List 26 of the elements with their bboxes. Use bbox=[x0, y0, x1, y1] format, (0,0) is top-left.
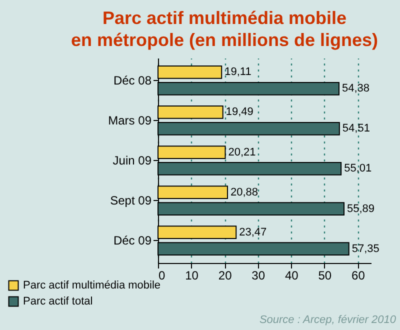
data-label: 19,49 bbox=[226, 106, 254, 118]
data-label: 20,88 bbox=[230, 186, 258, 198]
chart-title: Parc actif multimédia mobile en métropole (en millions de lignes) bbox=[70, 8, 378, 50]
data-label: 20,21 bbox=[228, 146, 256, 158]
x-tick-label: 30 bbox=[252, 268, 266, 282]
legend-label: Parc actif multimédia mobile bbox=[23, 280, 161, 292]
data-label: 54,51 bbox=[342, 122, 370, 135]
y-tick-label: Déc 09 bbox=[113, 234, 152, 248]
y-tick-label: Sept 09 bbox=[110, 194, 152, 208]
data-label: 57,35 bbox=[352, 242, 380, 255]
data-label: 19,11 bbox=[224, 66, 252, 78]
data-label: 54,38 bbox=[342, 82, 370, 95]
x-tick-label: 60 bbox=[352, 268, 366, 282]
x-tick-label: 10 bbox=[185, 268, 199, 282]
y-tick-label: Déc 08 bbox=[113, 73, 152, 88]
source-note: Source : Arcep, février 2010 bbox=[259, 314, 397, 326]
x-tick-label: 40 bbox=[284, 268, 299, 282]
y-tick-label: Mars 09 bbox=[108, 113, 152, 128]
data-label: 23,47 bbox=[239, 226, 267, 238]
data-label: 55,01 bbox=[344, 162, 372, 175]
x-tick-label: 50 bbox=[318, 268, 332, 282]
x-tick-label: 0 bbox=[158, 268, 166, 282]
x-tick-label: 20 bbox=[218, 268, 232, 282]
legend-label: Parc actif total bbox=[23, 296, 93, 308]
y-tick-label: Juin 09 bbox=[112, 154, 152, 168]
data-label: 55,89 bbox=[347, 202, 375, 215]
